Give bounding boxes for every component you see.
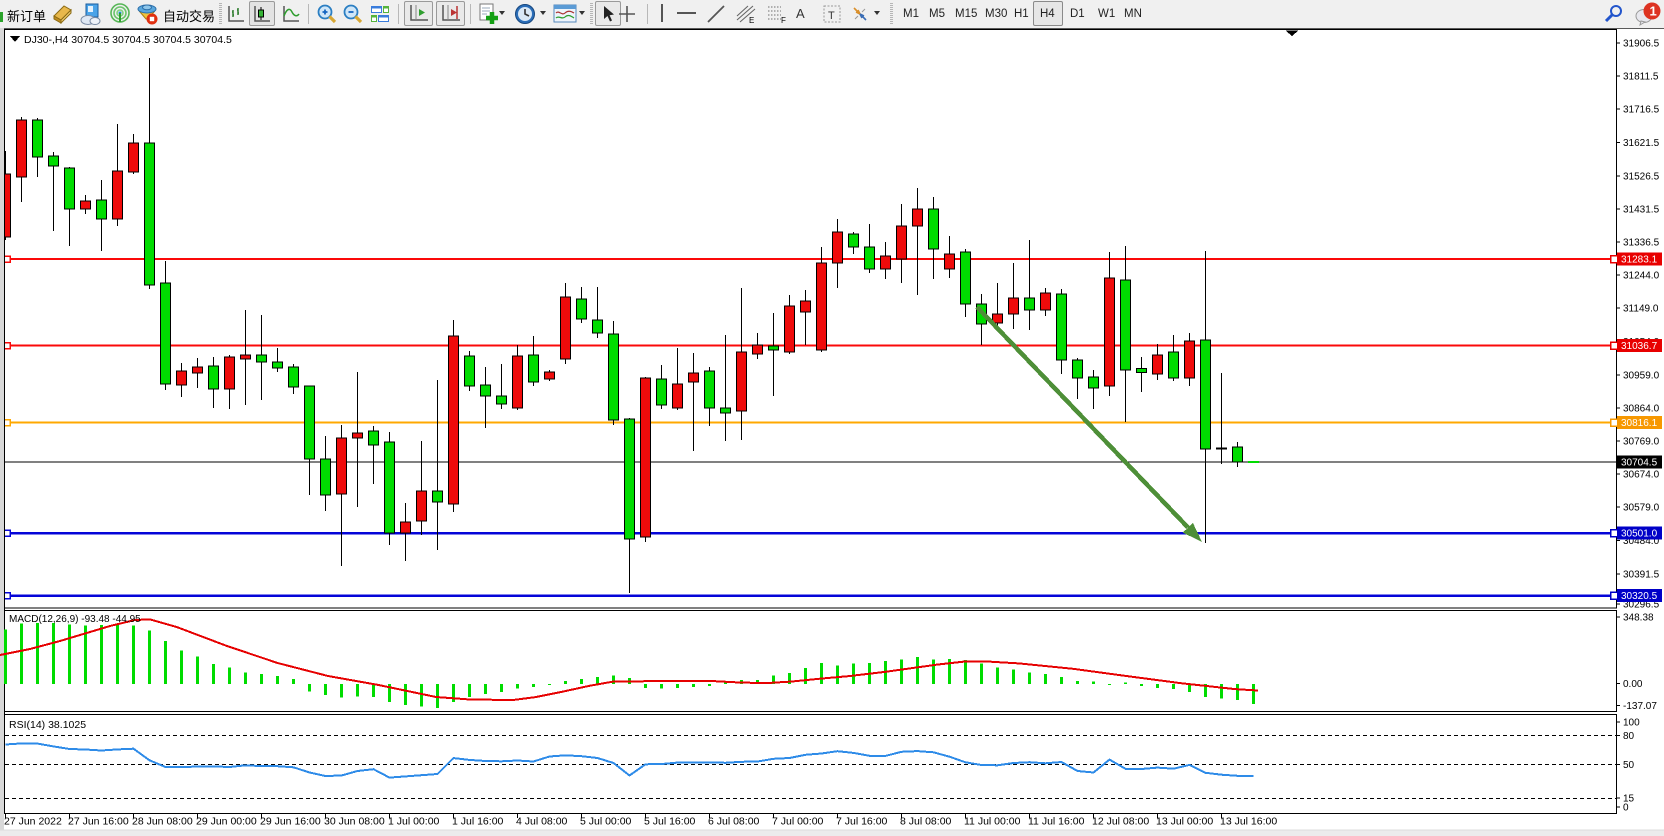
svg-text:1 Jul 00:00: 1 Jul 00:00 bbox=[388, 816, 440, 828]
svg-text:13 Jul 00:00: 13 Jul 00:00 bbox=[1156, 816, 1213, 828]
svg-text:5 Jul 00:00: 5 Jul 00:00 bbox=[580, 816, 632, 828]
svg-text:31526.5: 31526.5 bbox=[1623, 172, 1660, 183]
svg-text:31431.5: 31431.5 bbox=[1623, 205, 1660, 216]
svg-text:31621.5: 31621.5 bbox=[1623, 138, 1660, 149]
svg-text:30296.5: 30296.5 bbox=[1623, 600, 1660, 611]
svg-text:29 Jun 00:00: 29 Jun 00:00 bbox=[196, 816, 257, 828]
svg-text:13 Jul 16:00: 13 Jul 16:00 bbox=[1220, 816, 1277, 828]
svg-text:5 Jul 16:00: 5 Jul 16:00 bbox=[644, 816, 696, 828]
svg-text:15: 15 bbox=[1623, 794, 1635, 805]
svg-text:27 Jun 2022: 27 Jun 2022 bbox=[4, 816, 62, 828]
svg-text:80: 80 bbox=[1623, 731, 1635, 742]
svg-text:31906.5: 31906.5 bbox=[1623, 39, 1660, 50]
svg-text:1: 1 bbox=[1650, 4, 1657, 19]
svg-text:31336.5: 31336.5 bbox=[1623, 238, 1660, 249]
svg-text:348.38: 348.38 bbox=[1623, 613, 1654, 624]
svg-text:30579.0: 30579.0 bbox=[1623, 503, 1660, 514]
svg-text:30674.0: 30674.0 bbox=[1623, 470, 1660, 481]
svg-text:30320.5: 30320.5 bbox=[1621, 591, 1658, 602]
svg-text:31036.7: 31036.7 bbox=[1621, 341, 1658, 352]
svg-text:100: 100 bbox=[1623, 718, 1640, 729]
svg-text:31716.5: 31716.5 bbox=[1623, 105, 1660, 116]
svg-text:7 Jul 16:00: 7 Jul 16:00 bbox=[836, 816, 888, 828]
svg-text:T: T bbox=[828, 10, 835, 22]
svg-text:30864.0: 30864.0 bbox=[1623, 404, 1660, 415]
svg-text:30769.0: 30769.0 bbox=[1623, 437, 1660, 448]
svg-text:6 Jul 08:00: 6 Jul 08:00 bbox=[708, 816, 760, 828]
svg-text:1 Jul 16:00: 1 Jul 16:00 bbox=[452, 816, 504, 828]
svg-text:31283.1: 31283.1 bbox=[1621, 255, 1658, 266]
svg-text:12 Jul 08:00: 12 Jul 08:00 bbox=[1092, 816, 1149, 828]
svg-text:31149.0: 31149.0 bbox=[1623, 304, 1659, 315]
svg-text:30704.5: 30704.5 bbox=[1621, 458, 1658, 469]
svg-text:RSI(14) 38.1025: RSI(14) 38.1025 bbox=[9, 719, 86, 731]
svg-text:-137.07: -137.07 bbox=[1623, 701, 1657, 712]
svg-text:30501.0: 30501.0 bbox=[1621, 529, 1658, 540]
svg-text:0: 0 bbox=[1623, 803, 1629, 814]
svg-text:30 Jun 08:00: 30 Jun 08:00 bbox=[324, 816, 385, 828]
svg-text:11 Jul 00:00: 11 Jul 00:00 bbox=[964, 816, 1021, 828]
svg-text:27 Jun 16:00: 27 Jun 16:00 bbox=[68, 816, 129, 828]
svg-text:7 Jul 00:00: 7 Jul 00:00 bbox=[772, 816, 824, 828]
svg-text:F: F bbox=[781, 16, 786, 24]
svg-text:31811.5: 31811.5 bbox=[1623, 72, 1659, 83]
svg-text:30391.5: 30391.5 bbox=[1623, 570, 1660, 581]
svg-text:4 Jul 08:00: 4 Jul 08:00 bbox=[516, 816, 568, 828]
svg-text:DJ30-,H4 30704.5 30704.5 3070: DJ30-,H4 30704.5 30704.5 30704.5 30704.5 bbox=[24, 34, 232, 46]
svg-text:31244.0: 31244.0 bbox=[1623, 271, 1660, 282]
svg-text:30484.0: 30484.0 bbox=[1623, 536, 1660, 547]
svg-text:28 Jun 08:00: 28 Jun 08:00 bbox=[132, 816, 193, 828]
svg-text:0.00: 0.00 bbox=[1623, 679, 1643, 690]
svg-text:MACD(12,26,9) -93.48 -44.95: MACD(12,26,9) -93.48 -44.95 bbox=[9, 614, 141, 625]
svg-text:E: E bbox=[749, 16, 754, 24]
svg-text:8 Jul 08:00: 8 Jul 08:00 bbox=[900, 816, 952, 828]
svg-text:30816.1: 30816.1 bbox=[1621, 418, 1658, 429]
svg-text:11 Jul 16:00: 11 Jul 16:00 bbox=[1028, 816, 1085, 828]
svg-text:29 Jun 16:00: 29 Jun 16:00 bbox=[260, 816, 321, 828]
svg-text:50: 50 bbox=[1623, 760, 1635, 771]
svg-text:30959.0: 30959.0 bbox=[1623, 371, 1660, 382]
